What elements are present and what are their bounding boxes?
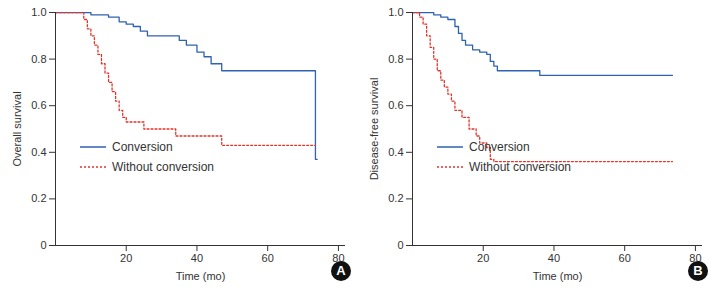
svg-text:0.2: 0.2 <box>388 192 403 204</box>
svg-text:0.2: 0.2 <box>31 192 46 204</box>
svg-text:0.4: 0.4 <box>31 146 46 158</box>
svg-text:20: 20 <box>120 252 132 264</box>
html-text:Conversion: Conversion <box>469 140 530 154</box>
svg-text:0: 0 <box>40 239 46 251</box>
svg-text:Time (mo): Time (mo) <box>533 270 583 282</box>
svg-text:0.6: 0.6 <box>31 99 46 111</box>
svg-text:80: 80 <box>689 252 702 265</box>
svg-text:20: 20 <box>477 252 489 264</box>
svg-text:0.4: 0.4 <box>388 146 403 158</box>
svg-text:40: 40 <box>191 252 203 264</box>
svg-text:Overall survival: Overall survival <box>11 91 23 166</box>
html-text:Without conversion: Without conversion <box>469 160 571 174</box>
svg-text:0.8: 0.8 <box>31 53 46 65</box>
svg-text:40: 40 <box>548 252 560 264</box>
svg-text:Time (mo): Time (mo) <box>176 270 226 282</box>
svg-text:1.0: 1.0 <box>388 6 403 18</box>
svg-text:0.6: 0.6 <box>388 99 403 111</box>
svg-text:60: 60 <box>262 252 274 264</box>
svg-text:60: 60 <box>619 252 631 264</box>
html-text:Without conversion: Without conversion <box>112 160 214 174</box>
svg-text:0.8: 0.8 <box>388 53 403 65</box>
svg-text:Disease-free survival: Disease-free survival <box>368 78 380 181</box>
svg-text:0: 0 <box>397 239 403 251</box>
svg-text:80: 80 <box>332 252 345 265</box>
html-text:B: B <box>693 263 703 278</box>
html-text:A: A <box>336 263 346 278</box>
svg-text:1.0: 1.0 <box>31 6 46 18</box>
html-text:Conversion: Conversion <box>112 140 173 154</box>
